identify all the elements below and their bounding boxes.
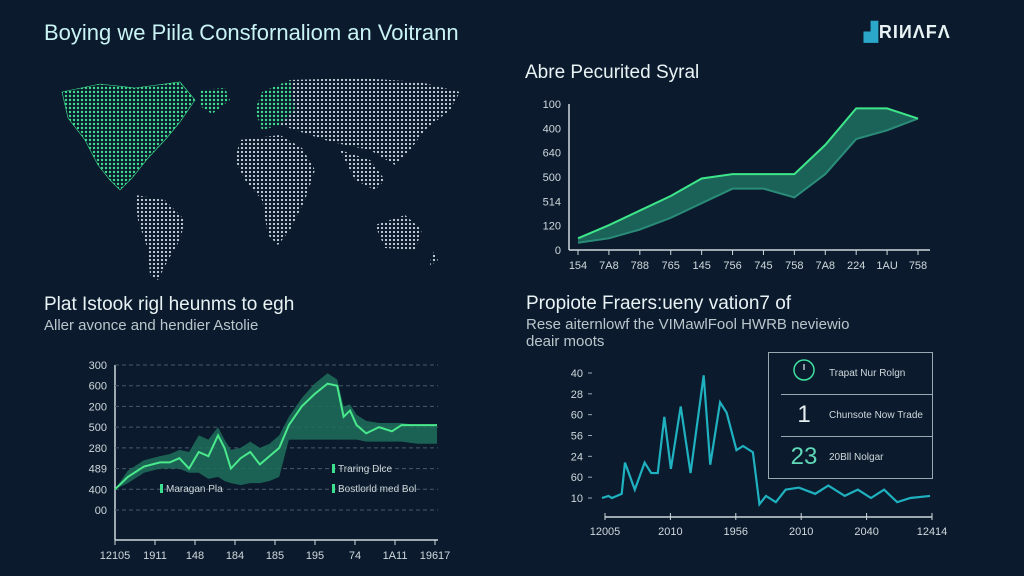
legend-item: 1 Chunsote Now Trade [779,395,932,435]
x-tick-label: 7A8 [815,260,835,272]
x-tick-label: 745 [754,260,772,272]
x-tick-label: 765 [662,260,680,272]
y-tick-label: 514 [543,196,561,208]
y-tick-label: 400 [543,123,561,135]
x-tick-label: 1AU [876,260,897,272]
north-america [61,81,230,191]
y-tick-label: 640 [543,148,561,160]
x-tick-label: 154 [569,260,587,272]
africa [235,135,315,245]
area-band [578,108,918,243]
chart2-subtitle: Aller avonce and hendier Astolie [44,317,259,334]
page-title: Boying we Piila Consfornaliom an Voitran… [44,20,459,45]
clock-icon [779,357,829,390]
y-tick-label: 56 [571,431,583,443]
legend-swatch [332,464,335,473]
chart3-title: Propiote Fraers:ueny vation7 of [526,293,792,314]
x-tick-label: 2040 [854,526,878,538]
y-tick-label: 500 [543,172,561,184]
x-tick-label: 756 [723,260,741,272]
x-tick-label: 1956 [724,526,748,538]
x-tick-label: 224 [847,260,865,272]
x-tick-label: 12414 [917,526,948,538]
y-tick-label: 600 [89,381,107,393]
y-tick-label: 0 [555,245,561,257]
logo-mark-icon: ▟ [864,22,879,42]
chart-area-growth: 0 120 514 500 640 400 100 154 7A8 788 765 145 756 745… [543,99,930,272]
y-tick-label: 489 [89,464,107,476]
chart3-subtitle-1: Rese aiternlowf the VIMawlFool HWRB nevi… [526,316,850,333]
x-tick-label: 1A11 [383,550,408,560]
legend-swatch [160,484,163,493]
x-tick-label: 74 [349,550,361,560]
y-tick-label: 40 [571,368,583,380]
chart3-subtitle-2: deair moots [526,333,605,350]
legend-item: 23 20Bll Nolgar [779,437,932,477]
legend-label: 20Bll Nolgar [829,451,884,463]
x-tick-label: 148 [186,550,204,560]
x-tick-label: 1911 [143,550,167,560]
y-tick-label: 200 [89,401,107,413]
chart2-title: Plat Istook rigl heunms to egh [44,294,295,315]
y-tick-label: 300 [89,360,107,372]
world-map [61,78,460,280]
x-tick-label: 7A8 [599,260,619,272]
europe [255,78,460,165]
y-tick-label: 120 [543,221,561,233]
y-tick-label: 28 [571,389,583,401]
y-tick-label: 100 [543,99,561,111]
y-tick-label: 60 [571,410,583,422]
asia-oceania [340,150,438,266]
lower-line [577,117,919,244]
legend-label: Chunsote Now Trade [829,409,923,421]
south-america [135,195,185,280]
x-tick-label: 758 [909,260,927,272]
legend-label: Traring Dlce [338,464,393,475]
chart-line-band: 00 400 489 280 500 200 600 300 12105 1911 148 184 18… [89,360,451,560]
brand-logo: ▟RIИΛFΛ [864,22,951,42]
y-tick-label: 400 [89,484,107,496]
y-tick-label: 500 [89,422,107,434]
upper-line [577,107,919,240]
x-tick-label: 145 [692,260,710,272]
number-icon: 23 [790,443,818,470]
chart-spiky-line: 10 60 24 56 60 28 40 12005 2010 1956 2010 2040 12414 [571,368,948,538]
chart1-title: Abre Pecurited Syral [525,62,700,83]
legend-label: Maragan Pla [166,484,223,495]
x-tick-label: 184 [226,550,244,560]
y-tick-label: 10 [571,493,583,505]
x-tick-label: 195 [306,550,324,560]
y-tick-label: 24 [571,451,583,463]
legend-label: Bostlorld med Bol [338,484,416,495]
x-tick-label: 19617 [420,550,451,560]
y-tick-label: 280 [89,443,107,455]
x-tick-label: 788 [631,260,649,272]
x-tick-label: 12005 [590,526,621,538]
confidence-band [115,373,437,490]
x-tick-label: 12105 [100,550,131,560]
legend-swatch [332,484,335,493]
y-tick-label: 00 [95,505,107,517]
x-tick-label: 185 [266,550,284,560]
chart3-legend: Trapat Nur Rolgn 1 Chunsote Now Trade 23… [768,352,933,479]
number-one-icon: 1 [797,401,811,428]
legend-item: Trapat Nur Rolgn [779,353,932,393]
x-tick-label: 2010 [789,526,813,538]
y-tick-label: 60 [571,472,583,484]
x-tick-label: 2010 [658,526,682,538]
legend-label: Trapat Nur Rolgn [829,367,906,379]
x-tick-label: 758 [785,260,803,272]
series-line [601,375,931,507]
series-line [114,382,437,491]
